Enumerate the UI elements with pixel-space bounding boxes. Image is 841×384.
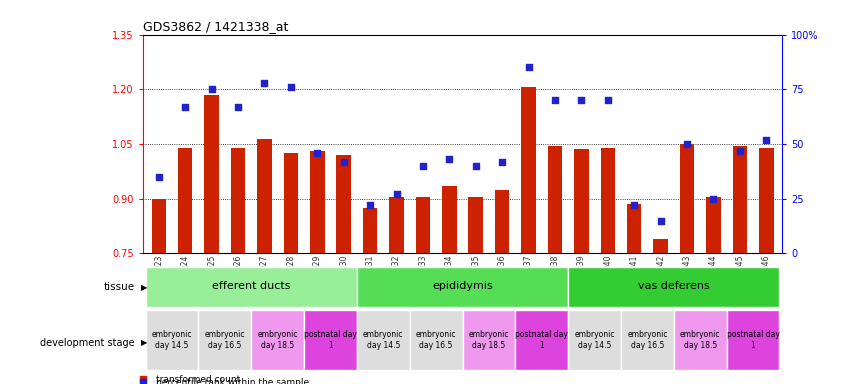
Bar: [178, 148, 193, 253]
Bar: [357, 267, 569, 307]
Point: [706, 196, 720, 202]
Point: [733, 147, 747, 154]
Point: [389, 191, 403, 197]
Bar: [145, 310, 198, 369]
Bar: [547, 146, 563, 253]
Text: GDS3862 / 1421338_at: GDS3862 / 1421338_at: [143, 20, 288, 33]
Text: embryonic
day 14.5: embryonic day 14.5: [574, 330, 615, 350]
Point: [574, 97, 588, 103]
Point: [495, 159, 509, 165]
Bar: [706, 197, 721, 253]
Text: ▶: ▶: [141, 283, 148, 291]
Point: [152, 174, 166, 180]
Bar: [495, 190, 510, 253]
Point: [442, 156, 456, 162]
Point: [548, 97, 562, 103]
Text: embryonic
day 16.5: embryonic day 16.5: [416, 330, 457, 350]
Bar: [151, 199, 166, 253]
Text: percentile rank within the sample: percentile rank within the sample: [156, 378, 309, 384]
Point: [205, 86, 219, 92]
Bar: [574, 149, 589, 253]
Bar: [198, 310, 251, 369]
Point: [601, 97, 615, 103]
Bar: [357, 310, 410, 369]
Point: [416, 163, 430, 169]
Point: [627, 202, 641, 209]
Text: transformed count: transformed count: [156, 374, 240, 384]
Bar: [674, 310, 727, 369]
Bar: [336, 155, 351, 253]
Bar: [759, 148, 774, 253]
Bar: [733, 146, 747, 253]
Bar: [415, 197, 431, 253]
Bar: [621, 310, 674, 369]
Bar: [204, 95, 219, 253]
Text: embryonic
day 16.5: embryonic day 16.5: [204, 330, 245, 350]
Bar: [251, 310, 304, 369]
Bar: [468, 197, 483, 253]
Text: embryonic
day 18.5: embryonic day 18.5: [468, 330, 509, 350]
Bar: [304, 310, 357, 369]
Text: embryonic
day 14.5: embryonic day 14.5: [363, 330, 404, 350]
Text: embryonic
day 16.5: embryonic day 16.5: [627, 330, 668, 350]
Bar: [516, 310, 569, 369]
Bar: [727, 310, 780, 369]
Bar: [410, 310, 463, 369]
Point: [257, 79, 271, 86]
Point: [337, 159, 351, 165]
Text: postnatal day
1: postnatal day 1: [727, 330, 780, 350]
Text: vas deferens: vas deferens: [638, 281, 710, 291]
Point: [759, 137, 773, 143]
Point: [231, 104, 245, 110]
Bar: [145, 267, 357, 307]
Bar: [569, 267, 780, 307]
Text: embryonic
day 18.5: embryonic day 18.5: [680, 330, 721, 350]
Bar: [310, 151, 325, 253]
Bar: [569, 310, 621, 369]
Text: ▶: ▶: [141, 338, 148, 347]
Point: [522, 64, 536, 71]
Point: [178, 104, 192, 110]
Bar: [521, 88, 536, 253]
Bar: [442, 186, 457, 253]
Text: postnatal day
1: postnatal day 1: [304, 330, 357, 350]
Bar: [600, 148, 615, 253]
Bar: [230, 148, 246, 253]
Text: efferent ducts: efferent ducts: [212, 281, 290, 291]
Text: development stage: development stage: [40, 338, 135, 348]
Bar: [680, 144, 695, 253]
Point: [363, 202, 377, 209]
Text: postnatal day
1: postnatal day 1: [516, 330, 569, 350]
Bar: [362, 208, 378, 253]
Text: embryonic
day 18.5: embryonic day 18.5: [257, 330, 298, 350]
Point: [284, 84, 298, 90]
Point: [310, 150, 324, 156]
Text: embryonic
day 14.5: embryonic day 14.5: [151, 330, 193, 350]
Point: [680, 141, 694, 147]
Bar: [257, 139, 272, 253]
Bar: [463, 310, 516, 369]
Text: epididymis: epididymis: [432, 281, 493, 291]
Bar: [653, 239, 668, 253]
Point: [654, 217, 668, 223]
Bar: [627, 204, 642, 253]
Bar: [389, 197, 404, 253]
Bar: [283, 153, 299, 253]
Text: tissue: tissue: [103, 282, 135, 292]
Point: [469, 163, 483, 169]
